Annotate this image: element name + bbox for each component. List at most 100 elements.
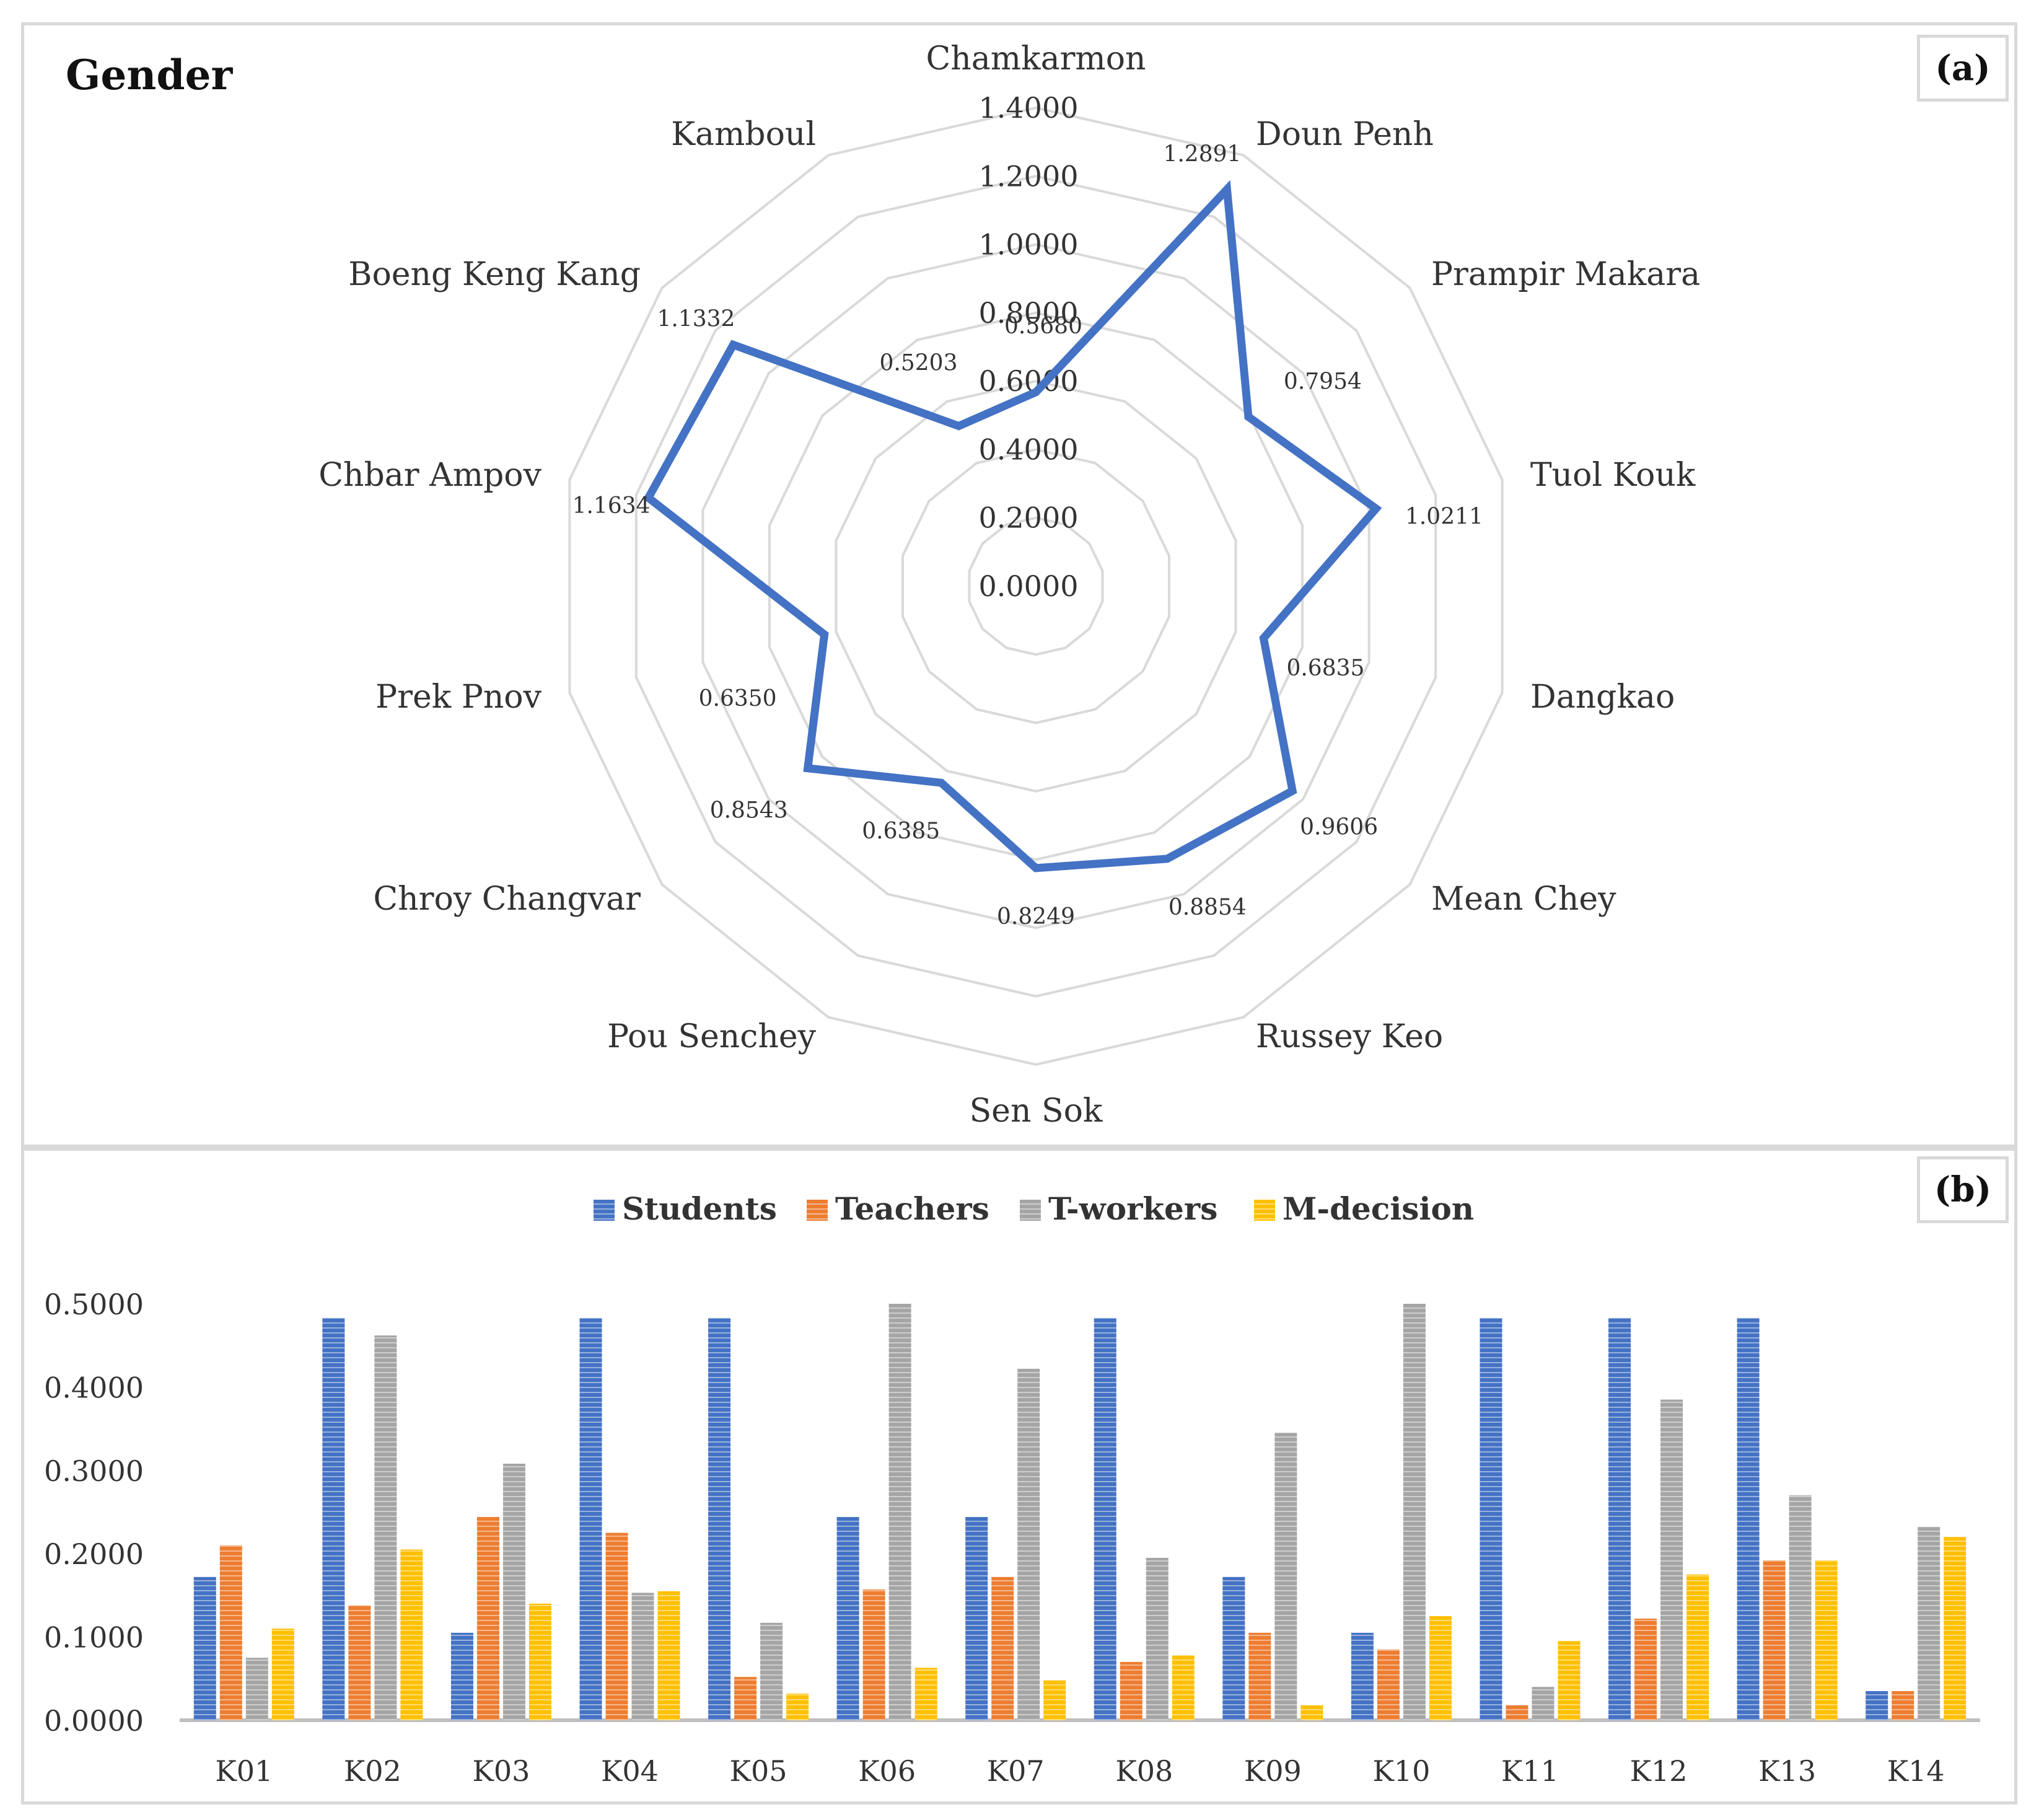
bar-teachers (1892, 1690, 1914, 1720)
bar-m_decision (1815, 1560, 1838, 1720)
radar-value-label: 0.6835 (1286, 656, 1364, 681)
radar-grid-ring (701, 243, 1370, 930)
bar-students (836, 1517, 859, 1720)
bar-m_decision (1043, 1680, 1066, 1720)
radar-title: Gender (66, 51, 233, 99)
y-tick-label: 0.5000 (44, 1288, 144, 1321)
bar-students (1094, 1317, 1116, 1720)
bar-m_decision (786, 1693, 809, 1720)
bar-t_workers (1274, 1433, 1297, 1720)
legend-label-teachers: Teachers (835, 1190, 989, 1227)
bar-m_decision (1172, 1655, 1195, 1720)
radar-value-label: 0.8854 (1169, 895, 1247, 920)
radar-tick-label: 0.0000 (979, 569, 1079, 603)
radar-grid-ring (901, 448, 1171, 724)
legend-swatch-m_decision (1254, 1200, 1275, 1221)
radar-tick-label: 1.0000 (979, 228, 1079, 262)
bar-teachers (1506, 1705, 1528, 1720)
bar-t_workers (502, 1464, 525, 1720)
x-tick-label: K08 (1115, 1754, 1173, 1788)
radar-value-label: 0.6350 (699, 686, 777, 711)
bar-students (193, 1576, 216, 1720)
bar-m_decision (271, 1629, 294, 1720)
y-tick-label: 0.3000 (44, 1454, 144, 1488)
radar-category-label: Pou Senchey (607, 1018, 816, 1055)
bar-students (322, 1317, 345, 1720)
radar-series-line (643, 180, 1382, 873)
radar-category-label: Boeng Keng Kang (348, 256, 641, 293)
bar-teachers (605, 1532, 628, 1720)
bar-students (450, 1632, 473, 1720)
radar-tick-label: 1.2000 (979, 159, 1079, 193)
x-tick-label: K10 (1372, 1754, 1430, 1788)
radar-grid-ring (634, 175, 1437, 998)
radar-tick-label: 0.2000 (979, 501, 1079, 535)
radar-value-label: 0.6385 (862, 819, 940, 844)
bar-t_workers (631, 1593, 654, 1720)
legend-swatch-t_workers (1020, 1200, 1041, 1221)
bar-m_decision (400, 1549, 423, 1720)
bar-teachers (476, 1517, 499, 1720)
bar-teachers (991, 1576, 1014, 1720)
radar-category-label: Sen Sok (970, 1092, 1103, 1130)
bar-m_decision (1944, 1537, 1967, 1720)
bar-teachers (1763, 1560, 1786, 1720)
bar-m_decision (657, 1591, 680, 1720)
panel-label-a: (a) (1917, 35, 2009, 102)
bar-t_workers (1918, 1527, 1940, 1720)
bar-m_decision (914, 1668, 937, 1720)
bar-t_workers (1403, 1304, 1426, 1720)
bar-m_decision (1558, 1641, 1581, 1720)
bar-teachers (1634, 1619, 1657, 1720)
legend-label-m_decision: M-decision (1283, 1190, 1474, 1227)
bar-students (1351, 1632, 1374, 1720)
radar-category-label: Tuol Kouk (1530, 457, 1696, 494)
radar-grid-ring (568, 106, 1504, 1066)
radar-value-label: 0.5680 (1004, 314, 1082, 339)
legend-swatch-students (594, 1200, 615, 1221)
panel-label-b: (b) (1917, 1156, 2009, 1223)
bar-students (1480, 1317, 1502, 1720)
legend-swatch-teachers (807, 1200, 828, 1221)
radar-category-label: Dangkao (1530, 679, 1675, 716)
radar-value-label: 0.9606 (1300, 814, 1378, 840)
radar-category-label: Mean Chey (1431, 881, 1616, 918)
y-tick-label: 0.4000 (44, 1371, 144, 1404)
radar-tick-label: 0.8000 (979, 296, 1079, 330)
bar-teachers (734, 1677, 757, 1720)
radar-category-label: Prek Pnov (375, 679, 542, 716)
bar-t_workers (1017, 1368, 1040, 1720)
bar-t_workers (888, 1304, 911, 1720)
bar-teachers (862, 1589, 885, 1720)
radar-category-label: Russey Keo (1256, 1018, 1443, 1055)
bar-t_workers (374, 1335, 397, 1720)
radar-category-label: Doun Penh (1256, 116, 1434, 153)
bar-m_decision (528, 1603, 551, 1720)
x-tick-label: K09 (1244, 1754, 1302, 1788)
bar-students (1222, 1576, 1245, 1720)
bar-t_workers (245, 1658, 268, 1720)
radar-panel (21, 22, 2017, 1148)
radar-grid-ring (768, 311, 1304, 861)
radar-category-label: Prampir Makara (1431, 256, 1700, 293)
x-tick-label: K01 (215, 1754, 273, 1788)
radar-value-label: 0.5203 (880, 351, 958, 376)
bar-t_workers (760, 1622, 783, 1720)
bar-students (579, 1317, 602, 1720)
x-tick-label: K02 (344, 1754, 401, 1788)
y-tick-label: 0.0000 (44, 1704, 144, 1738)
radar-value-label: 0.8543 (710, 798, 788, 824)
radar-category-label: Kamboul (671, 116, 816, 153)
bar-teachers (1120, 1661, 1142, 1720)
radar-tick-label: 1.4000 (979, 91, 1079, 125)
radar-value-label: 0.7954 (1284, 369, 1362, 395)
bar-students (1866, 1690, 1888, 1720)
y-tick-label: 0.1000 (44, 1621, 144, 1655)
radar-grid-ring (835, 380, 1237, 793)
bar-t_workers (1660, 1399, 1683, 1720)
bar-students (965, 1517, 988, 1720)
legend-label-students: Students (622, 1190, 777, 1227)
x-tick-label: K12 (1630, 1754, 1688, 1788)
radar-tick-label: 0.4000 (979, 433, 1079, 466)
bar-students (1737, 1317, 1760, 1720)
